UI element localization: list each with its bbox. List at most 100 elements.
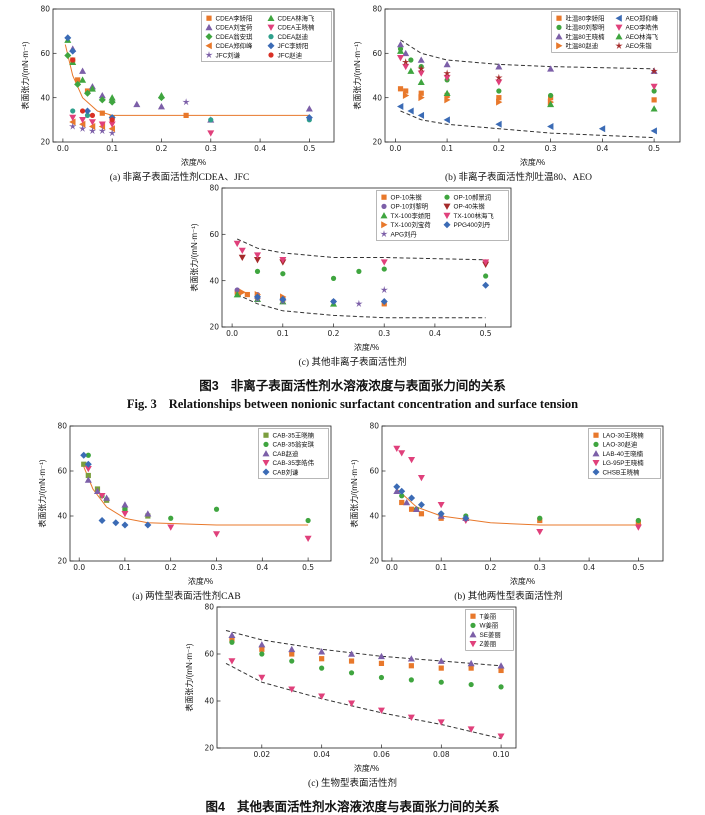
- figure3-caption-zh-label: 图3: [199, 379, 219, 393]
- fig4c-block: 0.02 0.04 0.06 0.08 0.10 20 40 60 80 浓度/% 表面张力/(mN…: [183, 602, 523, 789]
- figure3-caption-en: Fig. 3 Relationships between nonionic sur…: [127, 397, 578, 412]
- fig4a-block: 0.0 0.1 0.2 0.3 0.4 0.5 20 40 60 80 浓度/% 表面张力/(mN·m…: [36, 421, 338, 602]
- svg-text:W姜丽: W姜丽: [479, 621, 498, 630]
- svg-text:浓度/%: 浓度/%: [519, 157, 544, 167]
- svg-text:CDEA赵迪: CDEA赵迪: [277, 32, 308, 41]
- svg-text:浓度/%: 浓度/%: [509, 576, 534, 586]
- svg-text:0.1: 0.1: [435, 563, 447, 572]
- svg-text:AEO林海飞: AEO林海飞: [625, 32, 658, 41]
- fig4c-scatter-chart: 0.02 0.04 0.06 0.08 0.10 20 40 60 80 浓度/% 表面张力/(mN…: [184, 603, 516, 773]
- svg-text:80: 80: [40, 5, 50, 14]
- svg-text:0.4: 0.4: [254, 144, 266, 153]
- svg-text:0.3: 0.3: [533, 563, 545, 572]
- svg-text:0.4: 0.4: [256, 563, 268, 572]
- figure4-section: 0.0 0.1 0.2 0.3 0.4 0.5 20 40 60 80 浓度/% 表面张力/(mN·m…: [36, 421, 670, 815]
- figure3-row-top: 0.0 0.1 0.2 0.3 0.4 0.5 20 40 60 80 浓度/% 表面张力/(mN·m…: [19, 4, 687, 183]
- fig4b-subtitle: (b) 其他两性型表面活性剂: [454, 592, 563, 602]
- figure4-caption-zh-label: 图4: [205, 800, 225, 814]
- fig3c-block: 0.0 0.1 0.2 0.3 0.4 0.5 20 40 60 80 浓度/% 表面张力/(mN·m…: [188, 183, 518, 368]
- svg-text:0.0: 0.0: [389, 144, 401, 153]
- figure3-row-bottom: 0.0 0.1 0.2 0.3 0.4 0.5 20 40 60 80 浓度/% 表面张力/(mN·m…: [188, 183, 518, 368]
- svg-text:0.2: 0.2: [155, 144, 167, 153]
- svg-text:0.4: 0.4: [596, 144, 608, 153]
- svg-text:0.0: 0.0: [385, 563, 397, 572]
- svg-text:40: 40: [209, 276, 219, 285]
- fig4b-block: 0.0 0.1 0.2 0.3 0.4 0.5 20 40 60 80 浓度/% 表面张力/(mN·m…: [348, 421, 670, 602]
- svg-text:0.5: 0.5: [302, 563, 314, 572]
- svg-text:LAB-40王晓楠: LAB-40王晓楠: [602, 449, 643, 458]
- svg-text:浓度/%: 浓度/%: [187, 576, 212, 586]
- svg-text:CAB赵迪: CAB赵迪: [272, 449, 299, 458]
- svg-text:0.5: 0.5: [479, 329, 491, 338]
- svg-text:0.2: 0.2: [492, 144, 504, 153]
- svg-text:CDEA郑仰峰: CDEA郑仰峰: [215, 41, 253, 50]
- svg-text:0.4: 0.4: [583, 563, 595, 572]
- fig4a-subtitle: (a) 两性型表面活性剂CAB: [132, 592, 241, 602]
- svg-text:表面张力/(mN·m⁻¹): 表面张力/(mN·m⁻¹): [352, 41, 362, 110]
- svg-text:60: 60: [209, 230, 219, 239]
- svg-text:浓度/%: 浓度/%: [353, 763, 378, 773]
- figure3-caption-en-text: Relationships between nonionic surfactan…: [168, 397, 579, 411]
- svg-text:TX-100刘宝荷: TX-100刘宝荷: [390, 220, 431, 229]
- figure3-caption-zh-text: 非离子表面活性剂水溶液浓度与表面张力间的关系: [230, 379, 506, 393]
- svg-text:AEO李皓伟: AEO李皓伟: [625, 23, 658, 32]
- svg-text:0.2: 0.2: [327, 329, 339, 338]
- svg-text:60: 60: [57, 467, 67, 476]
- fig3b-block: 0.0 0.1 0.2 0.3 0.4 0.5 20 40 60 80 浓度/% 表面张力/(mN·m…: [351, 4, 687, 183]
- svg-text:JFC李娇阳: JFC李娇阳: [277, 41, 308, 50]
- fig3b-subtitle: (b) 非离子表面活性剂吐温80、AEO: [445, 173, 592, 183]
- svg-text:20: 20: [372, 138, 382, 147]
- svg-text:20: 20: [57, 557, 67, 566]
- svg-text:0.4: 0.4: [428, 329, 440, 338]
- svg-text:0.1: 0.1: [276, 329, 288, 338]
- svg-text:CAB-35王晓楠: CAB-35王晓楠: [272, 431, 314, 440]
- svg-text:CDEA林海飞: CDEA林海飞: [277, 14, 315, 23]
- figure3-section: 0.0 0.1 0.2 0.3 0.4 0.5 20 40 60 80 浓度/% 表面张力/(mN·m…: [19, 4, 687, 412]
- figure4-row-top: 0.0 0.1 0.2 0.3 0.4 0.5 20 40 60 80 浓度/% 表面张力/(mN·m…: [36, 421, 670, 602]
- svg-text:AEO郑仰峰: AEO郑仰峰: [625, 14, 658, 23]
- svg-text:OP-10朱锴: OP-10朱锴: [390, 193, 422, 202]
- svg-text:吐温80刘黎明: 吐温80刘黎明: [565, 23, 604, 32]
- svg-text:0.3: 0.3: [378, 329, 390, 338]
- svg-text:0.0: 0.0: [56, 144, 68, 153]
- svg-text:60: 60: [40, 49, 50, 58]
- svg-text:0.08: 0.08: [432, 750, 449, 759]
- svg-text:40: 40: [57, 512, 67, 521]
- fig3a-block: 0.0 0.1 0.2 0.3 0.4 0.5 20 40 60 80 浓度/% 表面张力/(mN·m…: [19, 4, 341, 183]
- svg-text:0.2: 0.2: [484, 563, 496, 572]
- svg-text:CAB刘谦: CAB刘谦: [272, 467, 299, 476]
- svg-text:吐温80李娇阳: 吐温80李娇阳: [565, 14, 604, 23]
- svg-text:0.0: 0.0: [73, 563, 85, 572]
- svg-text:SE姜丽: SE姜丽: [479, 630, 501, 639]
- svg-text:0.04: 0.04: [313, 750, 330, 759]
- svg-text:80: 80: [209, 184, 219, 193]
- figure4-row-bottom: 0.02 0.04 0.06 0.08 0.10 20 40 60 80 浓度/% 表面张力/(mN…: [183, 602, 523, 789]
- svg-text:OP-40朱锴: OP-40朱锴: [453, 202, 485, 211]
- svg-text:表面张力/(mN·m⁻¹): 表面张力/(mN·m⁻¹): [349, 459, 359, 528]
- svg-text:CDEA翁安琪: CDEA翁安琪: [215, 32, 253, 41]
- svg-text:OP-10郝景润: OP-10郝景润: [453, 193, 491, 202]
- svg-text:浓度/%: 浓度/%: [180, 157, 205, 167]
- svg-text:0.3: 0.3: [210, 563, 222, 572]
- svg-text:LG-95P王晓楠: LG-95P王晓楠: [602, 458, 644, 467]
- svg-text:0.0: 0.0: [226, 329, 238, 338]
- fig4c-subtitle: (c) 生物型表面活性剂: [308, 779, 397, 789]
- svg-text:LAO-30赵迪: LAO-30赵迪: [602, 440, 637, 449]
- svg-text:AEO朱锴: AEO朱锴: [625, 41, 652, 50]
- fig4a-scatter-chart: 0.0 0.1 0.2 0.3 0.4 0.5 20 40 60 80 浓度/% 表面张力/(mN·m…: [37, 422, 331, 586]
- svg-text:OP-10刘黎明: OP-10刘黎明: [390, 202, 428, 211]
- svg-text:CDEA王晓楠: CDEA王晓楠: [277, 23, 315, 32]
- svg-text:80: 80: [372, 5, 382, 14]
- svg-text:APG刘丹: APG刘丹: [390, 229, 417, 238]
- svg-text:表面张力/(mN·m⁻¹): 表面张力/(mN·m⁻¹): [189, 223, 199, 292]
- svg-text:TX-100李娇阳: TX-100李娇阳: [390, 211, 430, 220]
- svg-text:吐温80赵迪: 吐温80赵迪: [565, 41, 598, 50]
- svg-text:20: 20: [204, 744, 214, 753]
- svg-text:TX-100林海飞: TX-100林海飞: [453, 211, 494, 220]
- svg-text:20: 20: [369, 557, 379, 566]
- svg-text:60: 60: [204, 650, 214, 659]
- svg-text:0.1: 0.1: [106, 144, 118, 153]
- svg-text:20: 20: [209, 323, 219, 332]
- fig3b-scatter-chart: 0.0 0.1 0.2 0.3 0.4 0.5 20 40 60 80 浓度/% 表面张力/(mN·m…: [352, 5, 680, 167]
